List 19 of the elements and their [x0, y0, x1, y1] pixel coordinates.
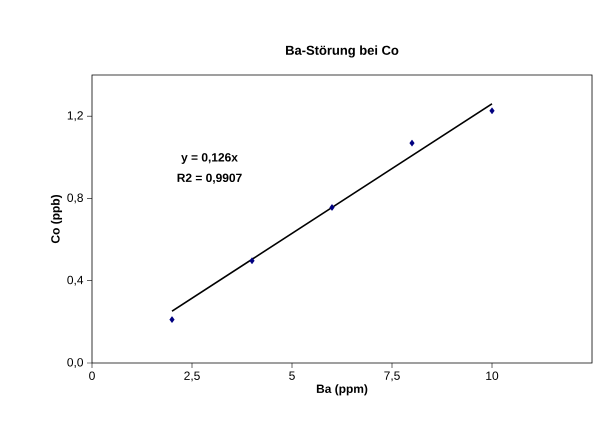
y-tick-label: 0,8	[67, 193, 83, 204]
y-tick-label: 0,0	[67, 358, 84, 368]
point	[329, 204, 335, 211]
point	[169, 316, 175, 323]
x-tick-label: 5	[289, 372, 295, 380]
annotation: R2 = 0,9907	[178, 174, 242, 184]
y-tick-label: 1,2	[68, 111, 83, 122]
x-tick-label: 0	[89, 372, 95, 380]
x-tick-label: 10	[486, 372, 498, 380]
y-tick-label: 0,4	[67, 276, 84, 286]
point	[409, 140, 415, 146]
chart-title: Ba-Störung bei Co	[286, 45, 398, 58]
annotation: y = 0,126x	[181, 153, 238, 164]
point	[489, 107, 495, 114]
x-axis-title: Ba (ppm)	[316, 384, 368, 396]
x-tick-label: 2,5	[184, 372, 200, 382]
y-axis-title: Co (ppb)	[50, 195, 62, 244]
x-tick-label: 7,5	[384, 372, 400, 382]
point	[249, 257, 255, 264]
